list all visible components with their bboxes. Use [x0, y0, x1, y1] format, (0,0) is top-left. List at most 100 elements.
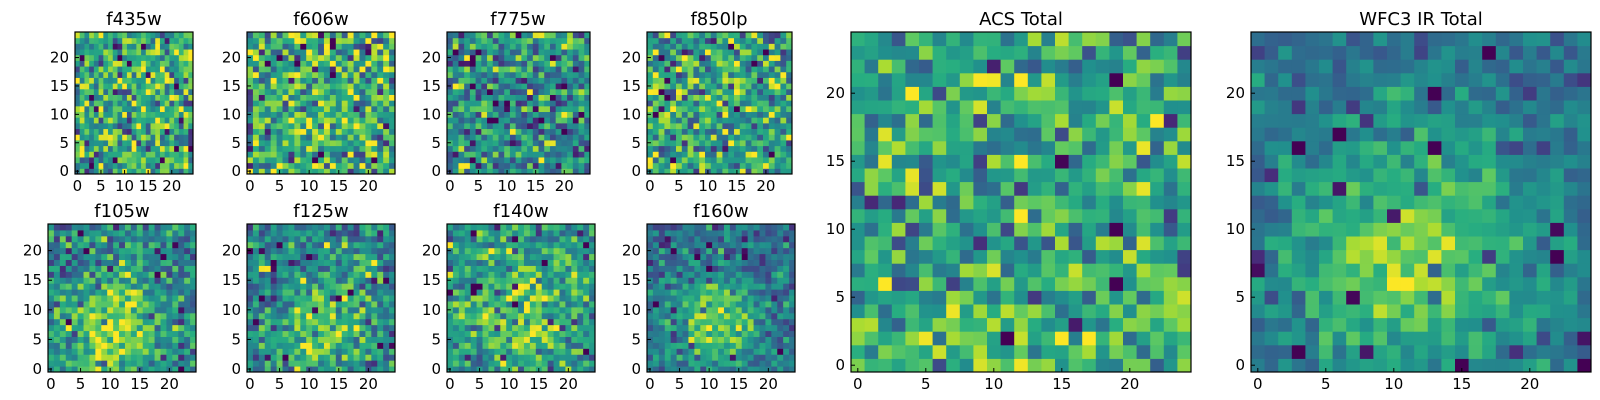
heatmap-cell	[492, 134, 499, 141]
heatmap-cell	[512, 300, 519, 308]
heatmap-cell	[166, 235, 173, 243]
heatmap-cell	[559, 366, 566, 373]
heatmap-cell	[258, 324, 266, 332]
heatmap-cell	[83, 354, 90, 361]
heatmap-cell	[252, 66, 260, 73]
heatmap-cell	[705, 66, 712, 73]
heatmap-cell	[188, 66, 194, 73]
heatmap-cell	[1109, 195, 1124, 210]
heatmap-cell	[371, 253, 378, 261]
heatmap-cell	[487, 37, 494, 44]
heatmap-cell	[521, 151, 528, 158]
heatmap-cell	[312, 259, 319, 266]
heatmap-cell	[312, 168, 319, 175]
heatmap-cell	[306, 49, 313, 56]
heatmap-cells	[247, 224, 396, 373]
heatmap-cell	[247, 43, 254, 50]
heatmap-cell	[126, 60, 133, 67]
heatmap-cell	[565, 348, 572, 355]
heatmap-cell	[148, 360, 156, 367]
heatmap-cell	[294, 156, 301, 164]
heatmap-cell	[117, 71, 123, 78]
heatmap-cell	[300, 300, 307, 308]
heatmap-cell	[494, 306, 501, 314]
heatmap-cell	[141, 139, 147, 147]
heatmap-cell	[270, 318, 278, 326]
heatmap-cell	[164, 60, 170, 67]
heatmap-cell	[780, 60, 787, 67]
heatmap-cell	[919, 59, 934, 74]
heatmap-cell	[389, 71, 396, 78]
heatmap-cell	[341, 312, 349, 320]
heatmap-cell	[676, 105, 683, 113]
heatmap-cell	[447, 49, 454, 56]
heatmap-cell	[538, 139, 545, 147]
heatmap-cell	[288, 168, 295, 175]
heatmap-cell	[103, 43, 109, 50]
heatmap-cell	[323, 94, 331, 101]
heatmap-cell	[89, 354, 96, 361]
heatmap-cell	[763, 66, 770, 73]
heatmap-cell	[188, 122, 194, 130]
heatmap-cell	[504, 66, 511, 73]
heatmap-cell	[252, 100, 260, 107]
heatmap-cell	[59, 247, 67, 255]
heatmap-cell	[166, 253, 173, 261]
heatmap-cell	[264, 134, 272, 141]
heatmap-cell	[549, 88, 557, 95]
heatmap-cell	[786, 145, 793, 152]
heatmap-cell	[458, 312, 466, 320]
heatmap-cell	[48, 283, 55, 290]
heatmap-cell	[126, 88, 133, 95]
heatmap-cell	[458, 66, 465, 73]
heatmap-cell	[184, 324, 191, 332]
heatmap-cell	[108, 71, 114, 78]
heatmap-cell	[492, 54, 499, 61]
heatmap-cell	[95, 271, 102, 278]
heatmap-cell	[532, 43, 540, 50]
heatmap-cell	[142, 318, 150, 326]
heatmap-cell	[306, 88, 313, 95]
x-tick-label: 15	[526, 177, 545, 195]
heatmap-cell	[258, 83, 266, 90]
heatmap-cell	[739, 128, 747, 135]
heatmap-cell	[527, 156, 534, 164]
heatmap-cell	[487, 83, 494, 90]
heatmap-cell	[722, 32, 729, 39]
heatmap-cell	[71, 277, 79, 284]
heatmap-cell	[347, 71, 355, 78]
heatmap-cell	[475, 122, 482, 130]
heatmap-cell	[494, 265, 501, 272]
heatmap-cell	[119, 277, 126, 284]
heatmap-cell	[294, 83, 301, 90]
heatmap-cell	[518, 289, 525, 296]
heatmap-cell	[389, 336, 396, 343]
heatmap-cell	[589, 277, 596, 284]
heatmap-cell	[95, 324, 102, 332]
heatmap-cell	[716, 94, 723, 101]
heatmap-cell	[565, 336, 572, 343]
heatmap-cell	[294, 330, 301, 337]
heatmap-cell	[681, 156, 689, 164]
heatmap-cell	[687, 156, 694, 164]
heatmap-cell	[270, 32, 278, 39]
heatmap-cell	[383, 71, 390, 78]
heatmap-cell	[946, 113, 961, 128]
heatmap-cell	[705, 88, 712, 95]
heatmap-cell	[318, 105, 325, 113]
heatmap-cell	[124, 312, 132, 320]
heatmap-cell	[447, 128, 454, 135]
heatmap-cell	[160, 289, 167, 296]
heatmap-cell	[172, 295, 179, 302]
heatmap-cell	[172, 283, 179, 290]
heatmap-cell	[1055, 59, 1070, 74]
heatmap-cell	[498, 37, 505, 44]
heatmap-cell	[1055, 168, 1070, 183]
heatmap-cell	[335, 348, 343, 355]
heatmap-cell	[538, 60, 545, 67]
heatmap-cell	[119, 259, 126, 266]
heatmap-cell	[365, 300, 372, 308]
heatmap-cell	[276, 271, 284, 278]
heatmap-cell	[458, 105, 465, 113]
heatmap-cell	[164, 151, 170, 158]
